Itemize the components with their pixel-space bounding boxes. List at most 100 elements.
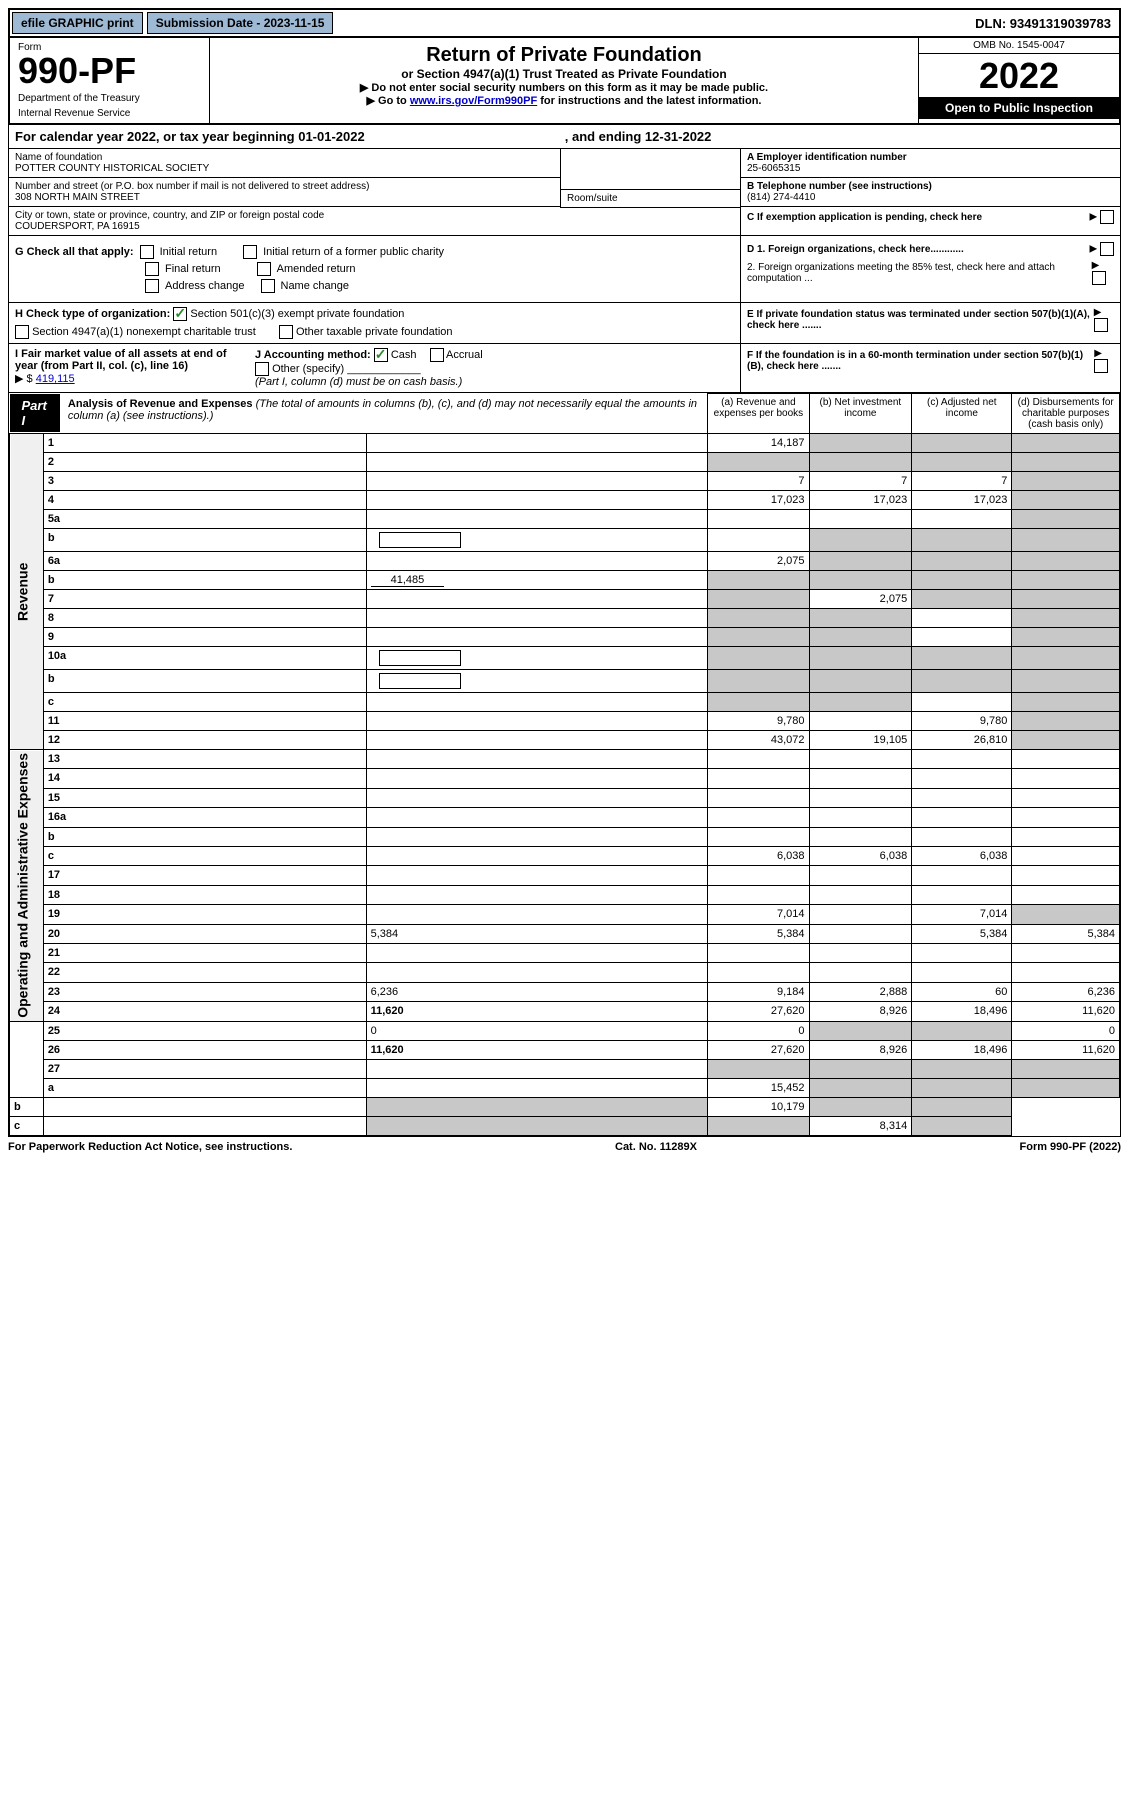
col-d-value [1012,885,1120,904]
col-b-value [708,1116,809,1135]
col-c-value: 8,314 [809,1116,912,1135]
line-description [366,529,708,552]
line-description [366,510,708,529]
city-label: City or town, state or province, country… [15,210,554,221]
d1-checkbox[interactable] [1100,242,1114,256]
d2-arrow: ▶ [1092,260,1114,285]
line-number: 19 [43,905,366,924]
line-description: 41,485 [366,571,708,590]
e-checkbox[interactable] [1094,318,1108,332]
foundation-name: POTTER COUNTY HISTORICAL SOCIETY [15,163,554,174]
efile-button[interactable]: efile GRAPHIC print [12,12,143,34]
j-cash-checkbox[interactable] [374,348,388,362]
header-right: OMB No. 1545-0047 2022 Open to Public In… [919,38,1119,123]
col-b-value [809,552,912,571]
initial-former-checkbox[interactable] [243,245,257,259]
c-arrow: ▶ [1090,210,1114,224]
line-description [366,1059,708,1078]
c-checkbox[interactable] [1100,210,1114,224]
d2-checkbox[interactable] [1092,271,1106,285]
col-d-value [1012,769,1120,788]
line-number: 5a [43,510,366,529]
dln-text: DLN: 93491319039783 [975,16,1117,31]
street-cell: Number and street (or P.O. box number if… [9,178,560,207]
initial-return-checkbox[interactable] [140,245,154,259]
col-b-value: 10,179 [708,1097,809,1116]
final-return-checkbox[interactable] [145,262,159,276]
table-row: 2411,62027,6208,92618,49611,620 [10,1002,1120,1022]
table-row: c8,314 [10,1116,1120,1135]
f-checkbox[interactable] [1094,359,1108,373]
col-d-value [1012,609,1120,628]
col-a-value: 9,780 [708,712,809,731]
line-number: 26 [43,1040,366,1059]
line-description [366,827,708,846]
col-c-value: 7 [912,472,1012,491]
col-d-value [912,1116,1012,1135]
line-number: b [43,670,366,693]
col-b-value [809,788,912,807]
line-description [43,1097,366,1116]
line-description [366,670,708,693]
line-number: 9 [43,628,366,647]
table-row: 25000 [10,1021,1120,1040]
irs-link[interactable]: www.irs.gov/Form990PF [410,95,537,107]
calendar-end: , and ending 12-31-2022 [565,129,712,144]
instruction-ssn: ▶ Do not enter social security numbers o… [216,81,912,94]
h-501c3-checkbox[interactable] [173,307,187,321]
line-description [366,628,708,647]
col-d-value [1012,750,1120,769]
phone-cell: B Telephone number (see instructions) (8… [741,178,1120,207]
amended-return-checkbox[interactable] [257,262,271,276]
line-number: 12 [43,731,366,750]
line-description: 5,384 [366,924,708,943]
g-row: G Check all that apply: Initial return I… [15,245,734,259]
table-row: 10a [10,647,1120,670]
col-d-value [1012,808,1120,827]
j-other-checkbox[interactable] [255,362,269,376]
col-c-value [912,1021,1012,1040]
street-label: Number and street (or P.O. box number if… [15,181,554,192]
line-number: b [43,529,366,552]
h-4947-checkbox[interactable] [15,325,29,339]
h-other-checkbox[interactable] [279,325,293,339]
submission-date-button[interactable]: Submission Date - 2023-11-15 [147,12,334,34]
part1-title-flex: Part I Analysis of Revenue and Expenses … [10,394,708,432]
table-row: b 41,485 [10,571,1120,590]
e-label: E If private foundation status was termi… [747,309,1094,331]
col-b-value [809,1059,912,1078]
i-value[interactable]: 419,115 [36,373,75,385]
inst-suffix: for instructions and the latest informat… [537,95,761,107]
col-c-value: 7,014 [912,905,1012,924]
line-number: b [10,1097,44,1116]
col-b-value [809,609,912,628]
col-a-value: 15,452 [708,1078,809,1097]
col-a-value [708,885,809,904]
g-row-2: Final return Amended return [145,262,734,276]
col-c-value [912,963,1012,982]
name-change-checkbox[interactable] [261,279,275,293]
col-b-value [809,808,912,827]
line-number: 1 [43,434,366,453]
f-label: F If the foundation is in a 60-month ter… [747,350,1094,372]
col-a-value [708,647,809,670]
col-a-value: 7 [708,472,809,491]
j-accrual-checkbox[interactable] [430,348,444,362]
line-number: 15 [43,788,366,807]
col-d-value [912,1097,1012,1116]
foundation-name-cell: Name of foundation POTTER COUNTY HISTORI… [9,149,560,178]
line-number: 3 [43,472,366,491]
check-left: G Check all that apply: Initial return I… [9,236,740,302]
col-a-value [708,808,809,827]
table-row: 15 [10,788,1120,807]
address-change-checkbox[interactable] [145,279,159,293]
line-number: 6a [43,552,366,571]
h-4947-label: Section 4947(a)(1) nonexempt charitable … [32,326,256,338]
j-block: J Accounting method: Cash Accrual Other … [255,348,483,388]
part1-desc: Analysis of Revenue and Expenses (The to… [60,394,707,432]
i-block: I Fair market value of all assets at end… [15,348,235,388]
col-c-header: (c) Adjusted net income [912,394,1012,434]
col-d-value [1012,590,1120,609]
col-c-value [809,1097,912,1116]
col-d-value [1012,647,1120,670]
